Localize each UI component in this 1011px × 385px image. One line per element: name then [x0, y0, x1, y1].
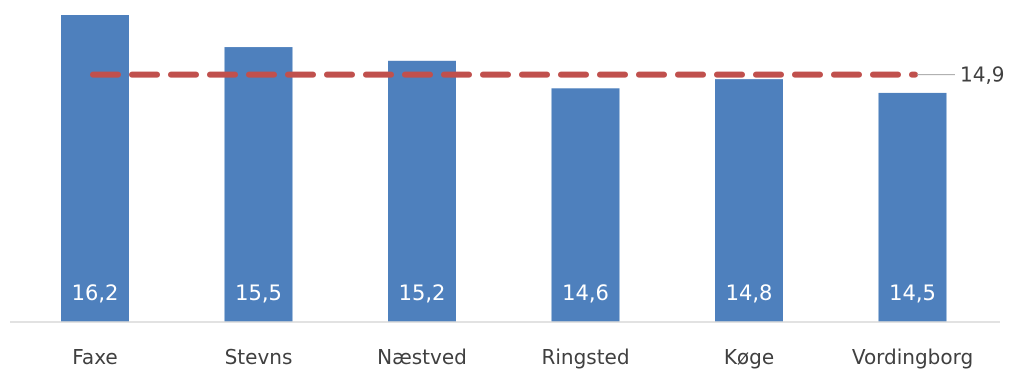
- bars-layer: [61, 15, 947, 323]
- value-labels-layer: 16,2 15,5 15,2 14,6 14,8 14,5: [72, 281, 936, 305]
- value-label-ringsted: 14,6: [562, 281, 609, 305]
- bar-ringsted: [551, 88, 620, 322]
- value-label-faxe: 16,2: [72, 281, 119, 305]
- category-labels-layer: Faxe Stevns Næstved Ringsted Køge Vordingborg: [72, 345, 973, 369]
- value-label-næstved: 15,2: [399, 281, 446, 305]
- bar-faxe: [61, 15, 129, 322]
- bar-næstved: [388, 60, 456, 323]
- category-label-køge: Køge: [724, 345, 774, 369]
- value-label-køge: 14,8: [726, 281, 773, 305]
- category-label-næstved: Næstved: [377, 345, 467, 369]
- category-label-ringsted: Ringsted: [541, 345, 629, 369]
- reference-value-label: 14,9: [960, 63, 1005, 87]
- value-label-vordingborg: 14,5: [889, 281, 936, 305]
- bar-vordingborg: [878, 92, 947, 322]
- bar-køge: [715, 79, 783, 322]
- category-label-stevns: Stevns: [225, 345, 293, 369]
- category-label-faxe: Faxe: [72, 345, 117, 369]
- bar-stevns: [224, 47, 293, 323]
- category-label-vordingborg: Vordingborg: [852, 345, 973, 369]
- value-label-stevns: 15,5: [235, 281, 282, 305]
